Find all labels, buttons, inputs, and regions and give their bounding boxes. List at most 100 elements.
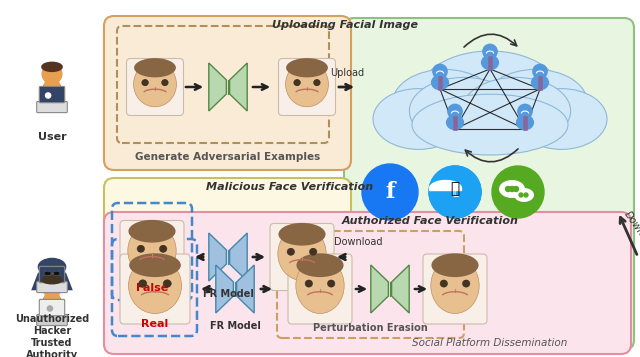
Circle shape — [162, 80, 168, 85]
Ellipse shape — [441, 183, 469, 201]
Circle shape — [533, 64, 547, 79]
Ellipse shape — [419, 51, 561, 139]
Text: f: f — [385, 181, 395, 203]
Ellipse shape — [410, 77, 518, 145]
Text: FR Model: FR Model — [209, 321, 260, 331]
Ellipse shape — [44, 292, 60, 305]
Ellipse shape — [42, 295, 63, 316]
Circle shape — [429, 166, 481, 218]
FancyBboxPatch shape — [39, 300, 65, 316]
FancyBboxPatch shape — [344, 18, 634, 350]
Circle shape — [328, 281, 334, 287]
Circle shape — [441, 281, 447, 287]
FancyBboxPatch shape — [39, 266, 65, 283]
Ellipse shape — [305, 280, 312, 287]
Polygon shape — [31, 266, 73, 290]
Ellipse shape — [44, 79, 60, 92]
Circle shape — [524, 193, 528, 197]
Text: Download: Download — [622, 209, 640, 255]
FancyBboxPatch shape — [120, 221, 184, 287]
Ellipse shape — [314, 80, 320, 85]
Circle shape — [429, 166, 481, 218]
Circle shape — [483, 44, 497, 59]
Circle shape — [519, 193, 523, 197]
Circle shape — [362, 164, 418, 220]
Circle shape — [42, 277, 62, 297]
Circle shape — [160, 246, 166, 252]
Ellipse shape — [463, 280, 470, 287]
Ellipse shape — [129, 253, 181, 277]
Circle shape — [294, 80, 300, 85]
Ellipse shape — [310, 248, 317, 255]
Circle shape — [41, 262, 63, 284]
Ellipse shape — [161, 80, 168, 85]
Circle shape — [140, 280, 146, 287]
Ellipse shape — [286, 58, 328, 77]
Circle shape — [509, 186, 515, 191]
Polygon shape — [392, 265, 409, 313]
Ellipse shape — [294, 80, 300, 85]
Ellipse shape — [129, 258, 182, 313]
FancyBboxPatch shape — [39, 86, 65, 103]
Circle shape — [42, 64, 62, 84]
Circle shape — [463, 281, 469, 287]
Text: FR Model: FR Model — [203, 289, 253, 299]
FancyBboxPatch shape — [104, 212, 631, 354]
Circle shape — [164, 280, 171, 287]
Ellipse shape — [373, 89, 464, 149]
FancyBboxPatch shape — [36, 282, 67, 293]
Ellipse shape — [446, 115, 464, 130]
Text: Malicious Face Verification: Malicious Face Verification — [207, 182, 374, 192]
Ellipse shape — [296, 253, 344, 277]
Polygon shape — [216, 265, 234, 313]
Text: False: False — [136, 283, 168, 293]
Ellipse shape — [531, 75, 549, 90]
Ellipse shape — [412, 94, 568, 155]
Circle shape — [518, 104, 532, 119]
Circle shape — [448, 104, 462, 119]
Circle shape — [492, 166, 544, 218]
Circle shape — [506, 186, 511, 191]
Ellipse shape — [431, 258, 479, 313]
Circle shape — [314, 80, 319, 85]
Text: Trusted
Authority: Trusted Authority — [26, 338, 78, 357]
Polygon shape — [371, 265, 388, 313]
Ellipse shape — [42, 276, 62, 284]
Ellipse shape — [142, 80, 148, 85]
Circle shape — [513, 186, 518, 191]
Ellipse shape — [483, 69, 588, 137]
FancyBboxPatch shape — [288, 254, 352, 324]
Ellipse shape — [44, 271, 51, 276]
Text: 🐦: 🐦 — [451, 181, 460, 196]
Circle shape — [47, 306, 52, 311]
FancyBboxPatch shape — [36, 101, 67, 112]
Polygon shape — [230, 63, 247, 111]
FancyBboxPatch shape — [104, 178, 351, 328]
FancyBboxPatch shape — [270, 223, 334, 291]
Ellipse shape — [285, 62, 328, 107]
Ellipse shape — [514, 188, 534, 202]
Circle shape — [45, 93, 51, 98]
Ellipse shape — [296, 258, 344, 313]
Text: Authorized Face Verification: Authorized Face Verification — [342, 216, 518, 226]
Ellipse shape — [516, 89, 607, 149]
Ellipse shape — [129, 220, 175, 243]
Polygon shape — [209, 63, 227, 111]
Circle shape — [306, 281, 312, 287]
Ellipse shape — [499, 180, 525, 198]
Circle shape — [138, 246, 144, 252]
Text: Perturbation Erasion: Perturbation Erasion — [312, 323, 428, 333]
Ellipse shape — [139, 280, 147, 287]
Text: Download: Download — [333, 237, 382, 247]
Ellipse shape — [328, 280, 335, 287]
Ellipse shape — [38, 258, 66, 275]
Text: 𝕥: 𝕥 — [451, 183, 459, 201]
Ellipse shape — [431, 253, 479, 277]
Ellipse shape — [392, 69, 497, 137]
Ellipse shape — [431, 75, 449, 90]
Ellipse shape — [42, 62, 62, 71]
Circle shape — [433, 64, 447, 79]
Circle shape — [310, 249, 316, 255]
FancyBboxPatch shape — [423, 254, 487, 324]
Ellipse shape — [461, 77, 571, 145]
